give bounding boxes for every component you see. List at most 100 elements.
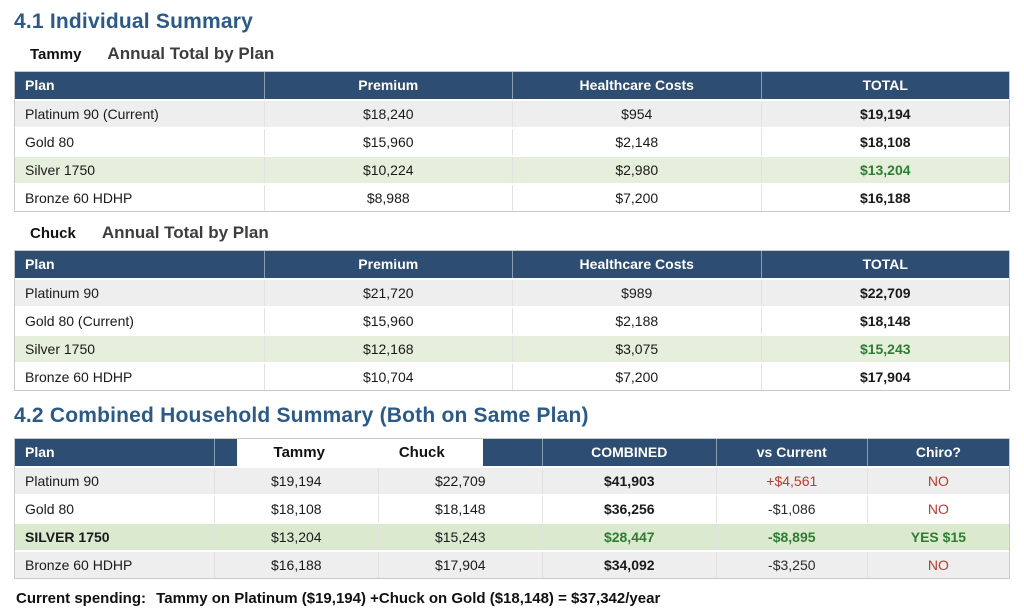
premium-cell: $10,704 (263, 364, 513, 390)
table-row-highlighted: Silver 1750 $10,224 $2,980 $13,204 (15, 155, 1009, 183)
plan-cell: Platinum 90 (25, 285, 99, 301)
current-spending-text: Tammy on Platinum ($19,194) +Chuck on Go… (156, 590, 661, 607)
person-name-label: Chuck (30, 225, 76, 242)
healthcare-cell: $3,075 (512, 336, 761, 362)
column-header-healthcare: Healthcare Costs (512, 251, 761, 278)
tammy-table: Plan Premium Healthcare Costs TOTAL Plat… (14, 71, 1010, 212)
total-cell: $18,148 (760, 308, 1010, 334)
chuck-cell: $18,148 (377, 496, 542, 522)
premium-cell: $15,960 (263, 308, 513, 334)
healthcare-cell: $2,188 (512, 308, 761, 334)
plan-cell: Platinum 90 (Current) (25, 106, 159, 122)
column-header-healthcare: Healthcare Costs (512, 72, 761, 99)
column-header-total: TOTAL (760, 72, 1010, 99)
tammy-table-caption: Tammy Annual Total by Plan (30, 44, 1010, 64)
column-header-chiro: Chiro? (866, 439, 1009, 466)
table-row-highlighted: SILVER 1750 $13,204 $15,243 $28,447 -$8,… (15, 522, 1009, 550)
chiro-cell: NO (866, 496, 1009, 522)
healthcare-cell: $2,980 (512, 157, 761, 183)
table-row: Platinum 90 $19,194 $22,709 $41,903 +$4,… (15, 466, 1009, 494)
tammy-cell: $18,108 (213, 496, 378, 522)
chuck-table: Plan Premium Healthcare Costs TOTAL Plat… (14, 250, 1010, 391)
column-header-plan: Plan (25, 77, 55, 93)
plan-cell: SILVER 1750 (25, 529, 110, 545)
premium-cell: $18,240 (263, 101, 513, 127)
table-row: Gold 80 $18,108 $18,148 $36,256 -$1,086 … (15, 494, 1009, 522)
vs-current-cell: -$3,250 (715, 552, 867, 578)
person-name-label: Tammy (30, 46, 82, 63)
premium-cell: $12,168 (263, 336, 513, 362)
total-cell: $16,188 (760, 185, 1010, 211)
combined-cell: $36,256 (541, 496, 716, 522)
chuck-cell: $15,243 (377, 524, 542, 550)
vs-current-cell: -$8,895 (715, 524, 867, 550)
table-row: Platinum 90 (Current) $18,240 $954 $19,1… (15, 99, 1009, 127)
column-header-plan: Plan (25, 256, 55, 272)
column-header-tammy (213, 439, 378, 466)
current-spending-label: Current spending: (16, 590, 146, 607)
tammy-table-header: Plan Premium Healthcare Costs TOTAL (15, 72, 1009, 99)
combined-cell: $28,447 (541, 524, 716, 550)
chuck-header-label: Chuck (398, 444, 445, 461)
table-row-highlighted: Silver 1750 $12,168 $3,075 $15,243 (15, 334, 1009, 362)
healthcare-cell: $2,148 (512, 129, 761, 155)
total-cell: $17,904 (760, 364, 1010, 390)
vs-current-cell: +$4,561 (715, 468, 867, 494)
healthcare-cell: $7,200 (512, 364, 761, 390)
healthcare-cell: $954 (512, 101, 761, 127)
table-subtitle: Annual Total by Plan (107, 44, 275, 63)
chuck-table-caption: Chuck Annual Total by Plan (30, 223, 1010, 243)
chuck-table-header: Plan Premium Healthcare Costs TOTAL (15, 251, 1009, 278)
chuck-cell: $17,904 (377, 552, 542, 578)
tammy-cell: $13,204 (213, 524, 378, 550)
premium-cell: $15,960 (263, 129, 513, 155)
table-row: Bronze 60 HDHP $8,988 $7,200 $16,188 (15, 183, 1009, 211)
tammy-cell: $19,194 (213, 468, 378, 494)
person-names-overlay: Tammy Chuck (237, 439, 483, 466)
combined-cell: $41,903 (541, 468, 716, 494)
chuck-cell: $22,709 (377, 468, 542, 494)
column-header-combined: COMBINED (541, 439, 716, 466)
total-cell: $18,108 (760, 129, 1010, 155)
plan-cell: Bronze 60 HDHP (25, 190, 133, 206)
table-subtitle: Annual Total by Plan (101, 223, 269, 242)
total-cell: $15,243 (760, 336, 1010, 362)
premium-cell: $8,988 (263, 185, 513, 211)
section-41-title: 4.1 Individual Summary (14, 10, 253, 33)
healthcare-cell: $7,200 (512, 185, 761, 211)
table-row: Bronze 60 HDHP $16,188 $17,904 $34,092 -… (15, 550, 1009, 578)
combined-cell: $34,092 (541, 552, 716, 578)
plan-cell: Silver 1750 (25, 162, 96, 178)
column-header-premium: Premium (263, 72, 513, 99)
table-row: Platinum 90 $21,720 $989 $22,709 (15, 278, 1009, 306)
combined-table-header: Plan COMBINED vs Current Chiro? Tammy Ch… (15, 439, 1009, 466)
plan-cell: Gold 80 (25, 501, 75, 517)
plan-cell: Gold 80 (25, 134, 75, 150)
tammy-cell: $16,188 (213, 552, 378, 578)
total-cell: $13,204 (760, 157, 1010, 183)
tammy-header-label: Tammy (273, 444, 325, 461)
premium-cell: $21,720 (263, 280, 513, 306)
combined-table: Plan COMBINED vs Current Chiro? Tammy Ch… (14, 438, 1010, 579)
column-header-plan: Plan (25, 444, 55, 460)
chiro-cell: NO (866, 468, 1009, 494)
table-row: Bronze 60 HDHP $10,704 $7,200 $17,904 (15, 362, 1009, 390)
plan-cell: Bronze 60 HDHP (25, 557, 133, 573)
plan-cell: Platinum 90 (25, 473, 99, 489)
section-42-title: 4.2 Combined Household Summary (Both on … (14, 404, 589, 427)
healthcare-cell: $989 (512, 280, 761, 306)
column-header-premium: Premium (263, 251, 513, 278)
chiro-cell: YES $15 (866, 524, 1009, 550)
column-header-total: TOTAL (760, 251, 1010, 278)
total-cell: $19,194 (760, 101, 1010, 127)
table-row: Gold 80 $15,960 $2,148 $18,108 (15, 127, 1009, 155)
chiro-cell: NO (866, 552, 1009, 578)
current-spending-line: Current spending: Tammy on Platinum ($19… (16, 590, 1010, 607)
plan-cell: Bronze 60 HDHP (25, 369, 133, 385)
total-cell: $22,709 (760, 280, 1010, 306)
table-row: Gold 80 (Current) $15,960 $2,188 $18,148 (15, 306, 1009, 334)
column-header-vs-current: vs Current (715, 439, 867, 466)
plan-cell: Silver 1750 (25, 341, 96, 357)
plan-cell: Gold 80 (Current) (25, 313, 134, 329)
